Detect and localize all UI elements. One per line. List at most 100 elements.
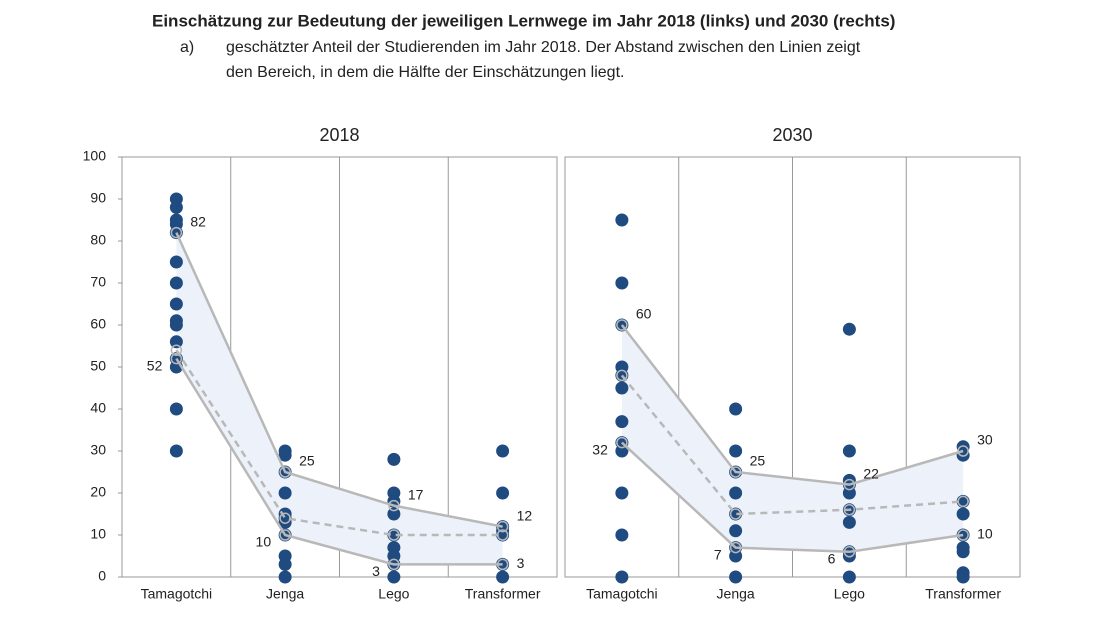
lower-marker (616, 436, 628, 449)
upper-marker (957, 445, 969, 457)
lower-marker (729, 541, 742, 554)
upper-marker (616, 319, 628, 331)
y-tick-label: 100 (83, 148, 107, 164)
dot (496, 444, 510, 458)
value-label: 32 (592, 441, 608, 457)
dot (278, 515, 292, 529)
lower-marker (843, 546, 856, 558)
dot (278, 486, 292, 500)
median-marker (279, 512, 291, 524)
dot (169, 255, 183, 269)
x-tick-label: Tamagotchi (141, 586, 213, 602)
upper-marker (496, 520, 509, 533)
y-tick-label: 10 (90, 526, 106, 542)
dot (387, 570, 401, 584)
panel-title: 2018 (319, 125, 359, 145)
lower-marker (496, 558, 509, 571)
dot (842, 322, 856, 336)
dot (278, 557, 292, 571)
value-label: 7 (714, 546, 722, 562)
subtitle: geschätzter Anteil der Studierenden im J… (226, 39, 861, 56)
chart-title: Einschätzung zur Bedeutung der jeweilige… (152, 11, 895, 30)
dot (615, 381, 629, 395)
dot (496, 486, 510, 500)
median-marker (388, 529, 400, 541)
dot (169, 297, 183, 311)
value-label: 82 (190, 213, 206, 229)
dot (615, 276, 629, 290)
upper-marker (170, 226, 183, 239)
upper-line (620, 324, 964, 486)
y-tick-label: 90 (90, 190, 106, 206)
lower-marker (170, 352, 183, 365)
dot (842, 515, 856, 529)
lower-marker (388, 558, 400, 571)
dot (842, 486, 856, 500)
upper-line (175, 232, 503, 528)
median-marker (843, 504, 856, 516)
value-label: 52 (147, 357, 163, 373)
value-label: 3 (372, 563, 380, 579)
upper-marker (729, 466, 742, 478)
dot (169, 200, 183, 214)
upper-marker (388, 499, 400, 512)
dot (729, 524, 743, 538)
dot (387, 452, 401, 466)
y-tick-label: 50 (90, 358, 106, 374)
y-tick-label: 30 (90, 442, 106, 458)
subtitle-marker: a) (180, 39, 194, 56)
dot (729, 570, 743, 584)
median-line (175, 349, 503, 537)
dot (278, 448, 292, 462)
x-tick-label: Transformer (465, 586, 541, 602)
value-label: 3 (517, 555, 525, 571)
subtitle: den Bereich, in dem die Hälfte der Einsc… (226, 64, 624, 81)
y-tick-label: 20 (90, 484, 106, 500)
dot (169, 276, 183, 290)
dot (615, 213, 629, 227)
dot (956, 545, 970, 559)
upper-marker (279, 466, 291, 478)
lower-marker (279, 529, 291, 541)
dot (615, 415, 629, 429)
lower-line (175, 357, 503, 566)
median-marker (729, 508, 742, 520)
median-marker (496, 529, 509, 541)
dot (615, 528, 629, 542)
lower-marker (957, 529, 969, 541)
dot (842, 444, 856, 458)
upper-marker (843, 478, 856, 491)
value-label: 60 (636, 306, 652, 322)
dot (956, 507, 970, 521)
dot (842, 570, 856, 584)
value-label: 12 (517, 507, 533, 523)
value-label: 25 (299, 453, 315, 469)
value-label: 22 (863, 465, 879, 481)
x-tick-label: Transformer (925, 586, 1001, 602)
dot (729, 444, 743, 458)
y-tick-label: 0 (98, 568, 106, 584)
dot (169, 318, 183, 332)
value-label: 6 (828, 551, 836, 567)
dot (729, 486, 743, 500)
dot (387, 507, 401, 521)
dot (729, 549, 743, 563)
y-tick-label: 40 (90, 400, 106, 416)
median-line (620, 374, 964, 516)
dot (169, 335, 183, 349)
x-tick-label: Jenga (717, 586, 755, 602)
dot (278, 570, 292, 584)
quartile-band (621, 325, 964, 552)
median-marker (616, 369, 628, 382)
dot (615, 486, 629, 500)
median-marker (957, 495, 969, 508)
y-tick-label: 80 (90, 232, 106, 248)
dot (496, 570, 510, 584)
lower-line (621, 441, 964, 554)
value-label: 10 (256, 534, 272, 550)
dot (729, 402, 743, 416)
x-tick-label: Lego (378, 586, 409, 602)
dot (169, 444, 183, 458)
y-tick-label: 60 (90, 316, 106, 332)
